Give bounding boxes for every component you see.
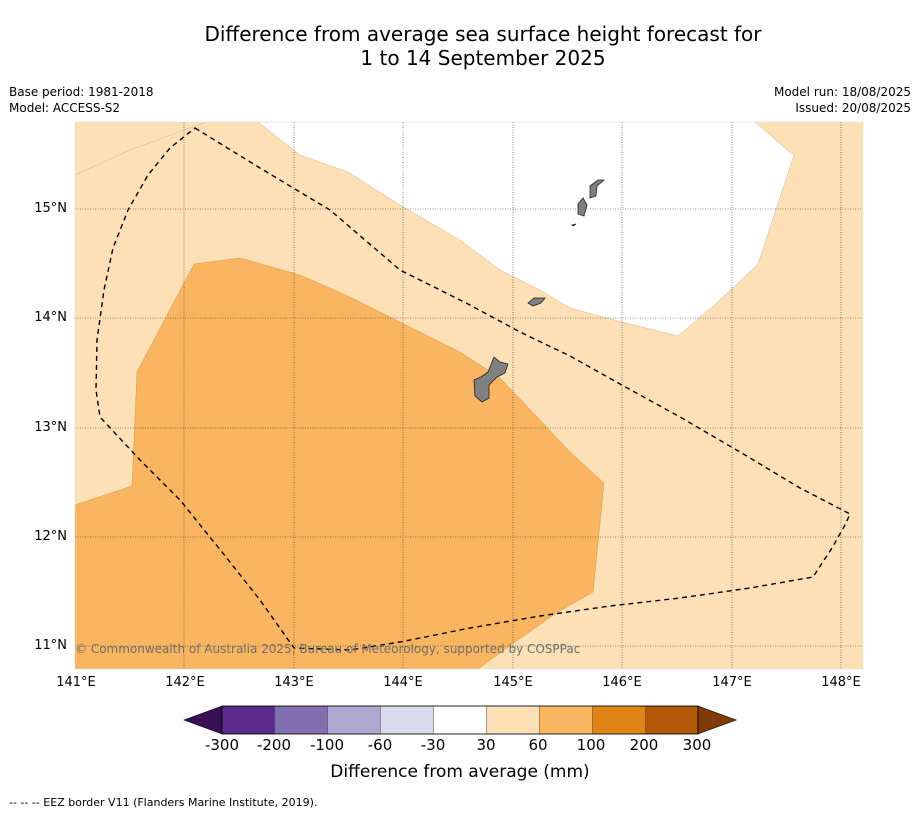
- lat-label-15: 15°N: [34, 201, 67, 216]
- cb-tick: 100: [576, 736, 606, 754]
- lon-label-142: 142°E: [165, 675, 205, 690]
- cb-tick: 30: [476, 736, 496, 754]
- footnote: -- -- -- EEZ border V11 (Flanders Marine…: [9, 796, 318, 809]
- colorbar-segment: [592, 705, 646, 735]
- base-period: Base period: 1981-2018: [9, 85, 154, 99]
- cb-tick: -30: [420, 736, 446, 754]
- model-run: Model run: 18/08/2025: [773, 85, 911, 99]
- colorbar-frame: [221, 705, 699, 735]
- land: [473, 179, 606, 403]
- island-guam: [473, 356, 509, 403]
- copyright-text: © Commonwealth of Australia 2025, Bureau…: [75, 642, 580, 656]
- colorbar-segment: [221, 705, 276, 735]
- band-neutral: [257, 122, 795, 337]
- colorbar-segment: [433, 705, 487, 735]
- colorbar-segment: [645, 705, 699, 735]
- band-60-100: [75, 257, 605, 669]
- colorbar-segment: [380, 705, 434, 735]
- colorbar-label: Difference from average (mm): [330, 762, 590, 782]
- island-rota: [527, 297, 546, 307]
- cb-tick: 300: [682, 736, 712, 754]
- meta-left: Base period: 1981-2018 Model: ACCESS-S2: [9, 84, 154, 116]
- cb-tick: -200: [256, 736, 292, 754]
- island-saipan: [589, 179, 606, 199]
- island-tinian: [577, 197, 588, 217]
- meta-right: Model run: 18/08/2025 Issued: 20/08/2025: [774, 84, 911, 116]
- colorbar-extend-low: [183, 705, 223, 735]
- lon-label-146: 146°E: [602, 675, 642, 690]
- cb-tick: -60: [367, 736, 393, 754]
- colorbar-segment: [539, 705, 593, 735]
- lon-label-145: 145°E: [493, 675, 533, 690]
- lon-label-143: 143°E: [274, 675, 314, 690]
- title-line-2: 1 to 14 September 2025: [360, 46, 606, 70]
- lon-label-148: 148°E: [821, 675, 861, 690]
- lon-label-147: 147°E: [712, 675, 752, 690]
- model-name: Model: ACCESS-S2: [9, 101, 121, 115]
- eez-border: [95, 127, 851, 651]
- map-frame: [74, 121, 864, 670]
- issued-date: Issued: 20/08/2025: [795, 101, 911, 115]
- colorbar-segment: [327, 705, 381, 735]
- cb-tick: -100: [309, 736, 345, 754]
- colorbar-segment: [274, 705, 328, 735]
- lon-label-141: 141°E: [56, 675, 96, 690]
- cb-tick: -300: [204, 736, 240, 754]
- cb-tick: 200: [629, 736, 659, 754]
- colorbar-extend-high: [697, 705, 737, 735]
- lon-label-144: 144°E: [383, 675, 423, 690]
- island-aguijan: [571, 223, 577, 227]
- colorbar-segment: [486, 705, 540, 735]
- lat-label-14: 14°N: [34, 310, 67, 325]
- chart-title: Difference from average sea surface heig…: [83, 22, 883, 70]
- gridlines: [75, 122, 863, 669]
- lat-label-11: 11°N: [34, 638, 67, 653]
- lat-label-12: 12°N: [34, 529, 67, 544]
- title-line-1: Difference from average sea surface heig…: [204, 22, 762, 46]
- cb-tick: 60: [528, 736, 548, 754]
- lat-label-13: 13°N: [34, 420, 67, 435]
- colorbar: [183, 705, 737, 735]
